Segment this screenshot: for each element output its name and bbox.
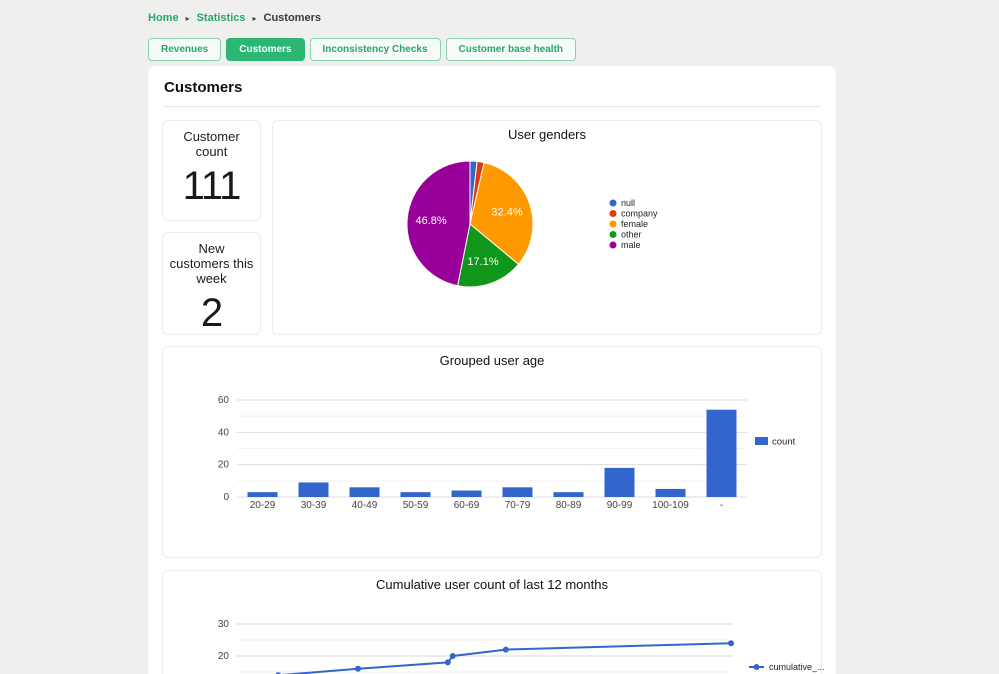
legend-dot-icon-null xyxy=(609,199,617,207)
pie-chart-title: User genders xyxy=(507,127,587,142)
x-axis-category-label: 50-59 xyxy=(403,500,429,511)
legend-dot-icon-other xyxy=(609,231,617,238)
bar-90-99[interactable] xyxy=(604,467,635,497)
x-axis-category-label: 80-89 xyxy=(556,500,582,511)
x-axis-category-label: 90-99 xyxy=(607,500,633,511)
tab-bar: Revenues Customers Inconsistency Checks Cus… xyxy=(148,38,577,61)
bar-80-89[interactable] xyxy=(553,492,584,497)
breadcrumb-separator-icon: ▸ xyxy=(252,13,257,23)
legend-label-female: female xyxy=(621,219,648,229)
cumulative-users-card: Cumulative user count of last 12 months … xyxy=(162,570,825,674)
x-axis-category-label: 70-79 xyxy=(505,500,531,511)
line-point[interactable] xyxy=(728,640,735,647)
new-customers-value: 2 xyxy=(200,290,223,335)
tab-customers[interactable]: Customers xyxy=(226,38,305,61)
legend-label-count: count xyxy=(772,437,796,448)
y-axis-tick-label: 0 xyxy=(223,492,229,503)
new-customers-label: New customers this week xyxy=(169,241,254,286)
x-axis-category-label: - xyxy=(720,500,723,511)
line-point[interactable] xyxy=(449,653,456,659)
legend-label-null: null xyxy=(621,198,635,208)
customer-count-value: 111 xyxy=(182,163,242,208)
tab-inconsistency-checks[interactable]: Inconsistency Checks xyxy=(309,38,441,61)
x-axis-category-label: 100-109 xyxy=(652,500,689,511)
legend-label-company: company xyxy=(621,209,658,219)
y-axis-tick-label: 40 xyxy=(218,427,230,438)
line-series xyxy=(280,642,732,674)
line-point[interactable] xyxy=(502,646,509,653)
legend-label-other: other xyxy=(621,230,642,240)
pie-slice-label: 17.1% xyxy=(467,256,498,268)
title-divider xyxy=(163,106,821,107)
page-title: Customers xyxy=(164,79,243,96)
legend-dot-icon-male xyxy=(609,241,617,249)
stats-and-pie-row: Customer count 111 New customers this we… xyxy=(162,120,822,335)
legend-dot-icon xyxy=(753,664,760,670)
bar-40-49[interactable] xyxy=(349,487,380,497)
tab-revenues[interactable]: Revenues xyxy=(148,38,222,61)
cumulative-users-line-chart: 20 30 cumulative_... xyxy=(218,619,825,674)
user-genders-card: User genders 32.4% 17.1% 46.8% null company f… xyxy=(272,120,822,335)
grouped-user-age-card: Grouped user age 0 20 40 60 20-29 30-39 40-49 5… xyxy=(162,346,822,558)
x-axis-category-label: 60-69 xyxy=(454,500,480,511)
pie-slice-other[interactable] xyxy=(457,223,520,288)
pie-slice-label: 46.8% xyxy=(416,215,447,227)
x-axis-category-label: 40-49 xyxy=(352,500,378,511)
y-axis-tick-label: 20 xyxy=(218,460,230,471)
x-axis-category-label: 20-29 xyxy=(250,500,276,511)
legend-label-male: male xyxy=(621,240,641,250)
bar-100-109[interactable] xyxy=(655,488,686,497)
bar-50-59[interactable] xyxy=(400,492,431,497)
customer-count-label: Customer count xyxy=(183,129,240,159)
bar-[interactable] xyxy=(706,409,737,497)
bar-20-29[interactable] xyxy=(247,492,278,497)
legend-swatch-icon-count xyxy=(755,437,768,445)
new-customers-card: New customers this week 2 xyxy=(162,232,261,335)
line-point[interactable] xyxy=(355,665,362,672)
pie-slice-female[interactable] xyxy=(469,162,534,265)
tab-customer-base-health[interactable]: Customer base health xyxy=(445,38,577,61)
breadcrumb-item-customers: Customers xyxy=(263,12,321,24)
x-axis-category-label: 30-39 xyxy=(301,500,327,511)
y-axis-tick-label: 30 xyxy=(218,619,230,630)
user-genders-pie-chart: 32.4% 17.1% 46.8% nullcompanyfemaleothermal… xyxy=(406,160,658,288)
customer-count-card: Customer count 111 xyxy=(162,120,261,221)
main-panel: Customers Customer count 111 New custome… xyxy=(148,66,836,674)
bar-60-69[interactable] xyxy=(451,490,482,497)
breadcrumb: Home ▸ Statistics ▸ Customers xyxy=(148,12,321,24)
bar-chart-title: Grouped user age xyxy=(439,353,545,368)
stat-column: Customer count 111 New customers this we… xyxy=(162,120,261,335)
legend-dot-icon-company xyxy=(609,210,617,217)
pie-slice-label: 32.4% xyxy=(491,207,522,219)
y-axis-tick-label: 60 xyxy=(218,395,230,406)
legend-label-cumulative: cumulative_... xyxy=(769,662,825,672)
breadcrumb-item-statistics[interactable]: Statistics xyxy=(196,12,246,24)
y-axis-tick-label: 20 xyxy=(218,651,230,662)
grouped-user-age-bar-chart: 0 20 40 60 20-29 30-39 40-49 50-59 60-69 70-79 80-… xyxy=(218,395,796,511)
bar-70-79[interactable] xyxy=(502,487,533,497)
breadcrumb-item-home[interactable]: Home xyxy=(148,12,179,24)
bar-30-39[interactable] xyxy=(298,482,329,497)
line-point[interactable] xyxy=(444,659,451,666)
legend-dot-icon-female xyxy=(609,220,617,228)
line-chart-title: Cumulative user count of last 12 months xyxy=(376,577,608,592)
pie-slice-male[interactable] xyxy=(406,160,471,287)
breadcrumb-separator-icon: ▸ xyxy=(185,13,190,23)
